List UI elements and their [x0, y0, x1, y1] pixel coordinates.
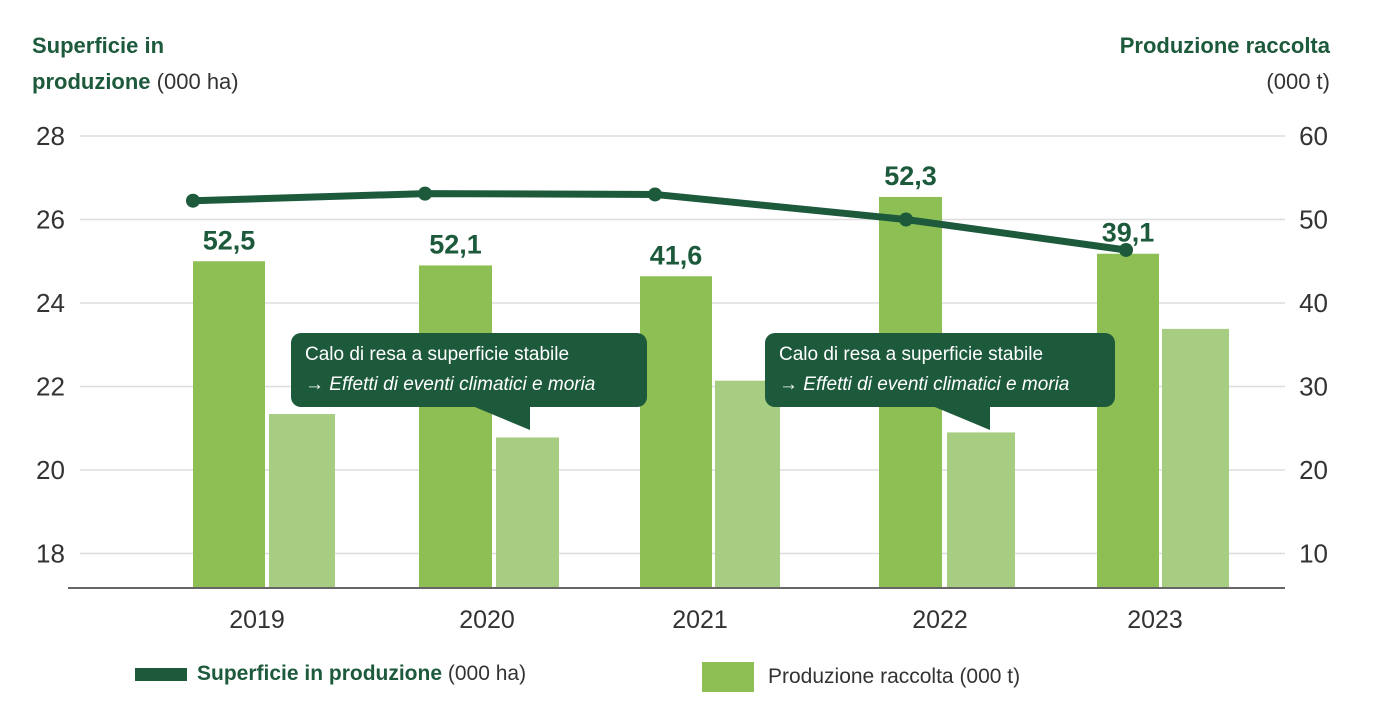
- left-tick-label: 18: [36, 539, 65, 569]
- left-tick-label: 24: [36, 288, 65, 318]
- annotation-line1: Calo di resa a superficie stabile: [305, 344, 570, 365]
- x-tick-label: 2019: [229, 606, 285, 634]
- x-tick-label: 2023: [1127, 606, 1183, 634]
- x-tick-label: 2021: [672, 606, 728, 634]
- right-tick-label: 50: [1299, 205, 1328, 235]
- arrow-right-icon: →: [779, 374, 798, 395]
- left-tick-label: 28: [36, 121, 65, 151]
- bar-data-label: 52,3: [884, 161, 937, 191]
- legend-item-bar: Produzione raccolta (000 t): [702, 662, 1020, 692]
- annotation-line2: Effetti di eventi climatici e moria: [803, 374, 1070, 395]
- right-tick-label: 10: [1299, 539, 1328, 569]
- right-tick-label: 40: [1299, 288, 1328, 318]
- left-axis-title: Superficie in produzione (000 ha): [32, 33, 239, 94]
- right-tick-label: 30: [1299, 372, 1328, 402]
- legend-line-label: Superficie in produzione: [197, 662, 443, 685]
- bar-data-label: 52,1: [429, 229, 482, 259]
- bar-produzione: [640, 276, 712, 588]
- bar-produzione: [1097, 253, 1159, 589]
- left-tick-label: 26: [36, 205, 65, 235]
- bar-data-label: 39,1: [1102, 218, 1155, 248]
- left-tick-label: 20: [36, 455, 65, 485]
- legend-line-unit: (000 ha): [447, 662, 527, 685]
- bar-produzione-secondary: [496, 437, 559, 588]
- bar-produzione-secondary: [269, 414, 335, 588]
- arrow-right-icon: →: [305, 374, 324, 395]
- left-tick-label: 22: [36, 372, 65, 402]
- legend-bar-swatch: [702, 662, 754, 692]
- line-point: [899, 212, 913, 227]
- legend-bar-label: Produzione raccolta (000 t): [768, 665, 1021, 688]
- line-point: [418, 186, 432, 201]
- annotation-line1: Calo di resa a superficie stabile: [779, 344, 1044, 365]
- legend-item-line: Superficie in produzione (000 ha): [135, 662, 526, 686]
- line-point: [186, 193, 200, 208]
- legend-line-swatch: [135, 667, 187, 681]
- annotation-line2: Effetti di eventi climatici e moria: [329, 374, 596, 395]
- annotation-callout-1: Calo di resa a superficie stabile → Effe…: [291, 333, 647, 407]
- bar-produzione-secondary: [715, 380, 780, 588]
- bar-data-label: 41,6: [650, 240, 703, 270]
- bar-produzione-secondary: [1162, 328, 1229, 588]
- bar-produzione: [419, 265, 492, 588]
- annotation-callout-2: Calo di resa a superficie stabile → Effe…: [765, 333, 1115, 407]
- x-tick-label: 2022: [912, 606, 968, 634]
- right-tick-label: 20: [1299, 455, 1328, 485]
- right-axis-title: Produzione raccolta (000 t): [1119, 33, 1330, 94]
- callout-tail: [470, 405, 530, 430]
- line-point: [1119, 242, 1133, 257]
- x-tick-label: 2020: [459, 606, 515, 634]
- bar-produzione: [193, 261, 265, 588]
- bar-produzione-secondary: [947, 432, 1015, 588]
- callout-tail: [930, 405, 990, 430]
- line-point: [648, 187, 662, 202]
- right-tick-label: 60: [1299, 121, 1328, 151]
- bar-data-label: 52,5: [203, 225, 256, 255]
